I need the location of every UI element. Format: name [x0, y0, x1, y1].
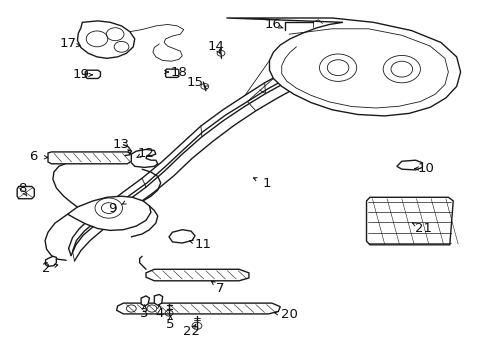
Polygon shape [141, 296, 149, 306]
Text: 15: 15 [187, 76, 203, 89]
Text: 3: 3 [140, 307, 149, 320]
Text: 8: 8 [18, 183, 26, 195]
Text: 5: 5 [166, 318, 175, 330]
Text: 22: 22 [183, 325, 199, 338]
Polygon shape [68, 196, 151, 230]
Polygon shape [154, 294, 163, 305]
Polygon shape [117, 303, 280, 314]
Text: 7: 7 [216, 282, 225, 294]
Text: 1: 1 [263, 177, 271, 190]
Text: 13: 13 [113, 138, 130, 150]
Text: 18: 18 [171, 66, 187, 78]
Text: 2: 2 [42, 262, 51, 275]
Polygon shape [17, 186, 34, 199]
Polygon shape [85, 70, 100, 78]
Polygon shape [166, 69, 179, 77]
Polygon shape [48, 152, 131, 164]
Text: 21: 21 [416, 222, 432, 235]
Polygon shape [46, 256, 56, 266]
Polygon shape [397, 160, 422, 170]
Text: 16: 16 [265, 18, 282, 31]
Text: 20: 20 [281, 309, 297, 321]
Text: 17: 17 [59, 37, 76, 50]
Polygon shape [169, 230, 195, 243]
Text: 9: 9 [108, 202, 117, 215]
Polygon shape [77, 21, 135, 58]
Text: 14: 14 [207, 40, 224, 53]
Polygon shape [367, 197, 453, 245]
Text: 19: 19 [73, 68, 89, 81]
Polygon shape [146, 269, 249, 281]
Text: 6: 6 [29, 150, 38, 163]
Text: 10: 10 [418, 162, 435, 175]
Text: 4: 4 [155, 307, 164, 320]
Polygon shape [226, 18, 461, 116]
Text: 12: 12 [138, 147, 154, 159]
Text: 11: 11 [195, 238, 212, 251]
